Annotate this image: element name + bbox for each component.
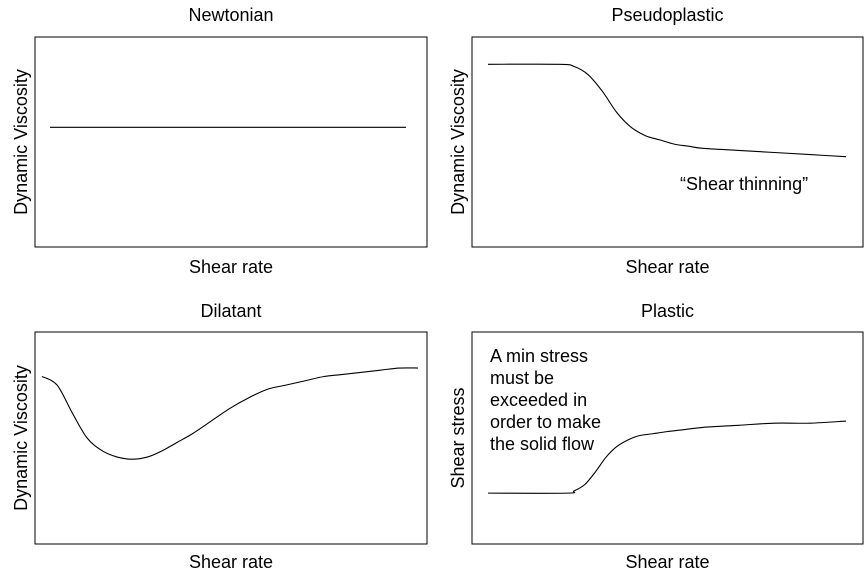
series-line [487, 63, 847, 158]
annotation-text: exceeded in [490, 390, 587, 410]
chart-title: Plastic [641, 301, 694, 321]
plot-frame [34, 36, 428, 248]
panel-4: Plastic Shear rate Shear stress A min stres… [448, 301, 864, 572]
plot-frame [471, 331, 864, 545]
annotation-text: order to make [490, 412, 601, 432]
chart-title: Dilatant [200, 301, 261, 321]
y-axis-label: Dynamic Viscosity [11, 365, 31, 511]
panel-1: Newtonian Shear rate Dynamic Viscosity [11, 5, 428, 277]
plot-frame [471, 36, 864, 248]
x-axis-label: Shear rate [189, 552, 273, 572]
annotation-text: must be [490, 368, 554, 388]
x-axis-label: Shear rate [625, 257, 709, 277]
panel-2: Pseudoplastic Shear rate Dynamic Viscosity… [448, 5, 864, 277]
series-line [487, 420, 847, 494]
y-axis-label: Dynamic Viscosity [448, 69, 468, 215]
chart-title: Newtonian [188, 5, 273, 25]
y-axis-label: Dynamic Viscosity [11, 69, 31, 215]
annotation-text: “Shear thinning” [680, 174, 808, 194]
y-axis-label: Shear stress [448, 387, 468, 488]
panel-3: Dilatant Shear rate Dynamic Viscosity [11, 301, 428, 572]
series-line [41, 367, 419, 460]
chart-title: Pseudoplastic [611, 5, 723, 25]
annotation-text: the solid flow [490, 434, 595, 454]
annotation-text: A min stress [490, 346, 588, 366]
x-axis-label: Shear rate [189, 257, 273, 277]
plot-frame [34, 331, 428, 545]
x-axis-label: Shear rate [625, 552, 709, 572]
